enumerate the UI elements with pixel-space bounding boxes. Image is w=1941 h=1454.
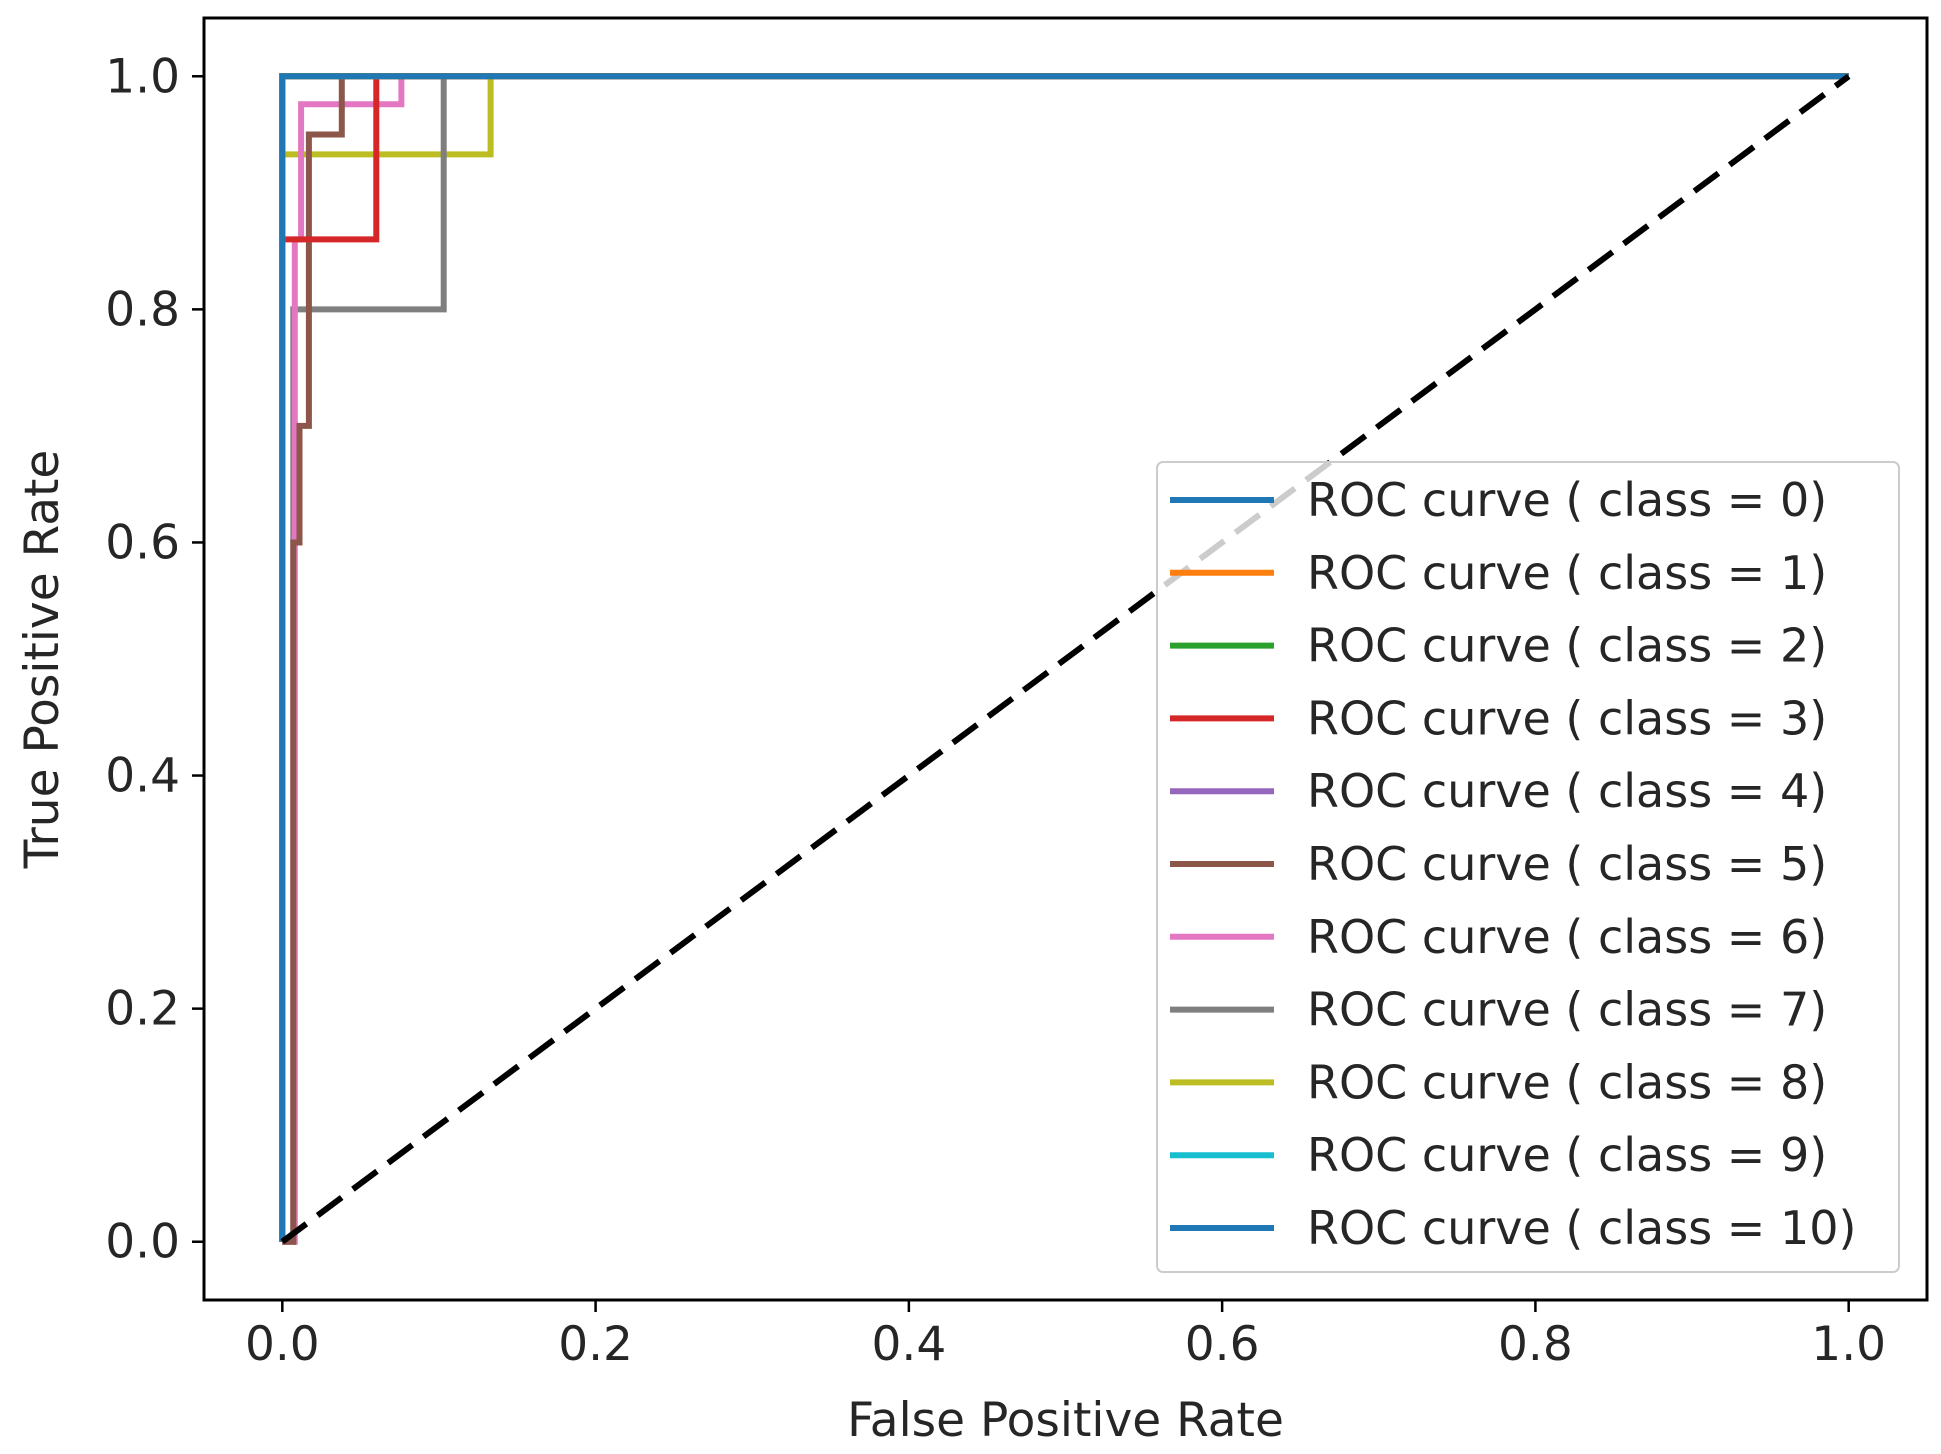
roc-curve-class-5: [282, 73, 1849, 1245]
legend-item: ROC curve ( class = 3): [1170, 691, 1827, 745]
y-tick-label: 0.4: [105, 749, 180, 804]
legend-label: ROC curve ( class = 10): [1307, 1201, 1856, 1255]
chance-diagonal-line: [280, 73, 1851, 1245]
legend-label: ROC curve ( class = 1): [1307, 546, 1827, 600]
legend-label: ROC curve ( class = 0): [1307, 473, 1827, 527]
legend-label: ROC curve ( class = 4): [1307, 764, 1827, 818]
legend-items: ROC curve ( class = 0) ROC curve ( class …: [1170, 473, 1856, 1255]
legend-label: ROC curve ( class = 7): [1307, 983, 1827, 1037]
x-axis-label: False Positive Rate: [847, 1393, 1284, 1448]
legend-label: ROC curve ( class = 3): [1307, 691, 1827, 745]
legend-item: ROC curve ( class = 5): [1170, 837, 1827, 891]
y-tick-label: 0.8: [105, 282, 180, 337]
x-tick-label: 0.8: [1498, 1317, 1573, 1372]
x-tick-label: 0.4: [871, 1317, 946, 1372]
roc-curves: [279, 73, 1851, 1245]
legend-item: ROC curve ( class = 4): [1170, 764, 1827, 818]
y-tick-label: 0.6: [105, 515, 180, 570]
legend-box: [1156, 461, 1900, 1273]
x-tick-label: 1.0: [1811, 1317, 1886, 1372]
y-tick-label: 0.0: [105, 1215, 180, 1270]
roc-curve-class-0: [279, 73, 1849, 1242]
y-axis-label: True Positive Rate: [15, 450, 70, 870]
x-tick-label: 0.2: [558, 1317, 633, 1372]
y-tick-label: 0.2: [105, 982, 180, 1037]
legend-item: ROC curve ( class = 7): [1170, 983, 1827, 1037]
axis-ticks: 0.0 0.2 0.4 0.6 0.8 1.0 0.0 0.2 0.4 0.6 0.8 1.0: [105, 49, 1886, 1372]
x-tick-label: 0.0: [245, 1317, 320, 1372]
legend-item: ROC curve ( class = 10): [1170, 1201, 1856, 1255]
legend-label: ROC curve ( class = 9): [1307, 1128, 1827, 1182]
legend-item: ROC curve ( class = 9): [1170, 1128, 1827, 1182]
legend-label: ROC curve ( class = 8): [1307, 1055, 1827, 1109]
legend-item: ROC curve ( class = 0): [1170, 473, 1827, 527]
legend-item: ROC curve ( class = 8): [1170, 1055, 1827, 1109]
legend-item: ROC curve ( class = 2): [1170, 619, 1827, 673]
legend: ROC curve ( class = 0) ROC curve ( class …: [1156, 461, 1900, 1273]
x-tick-label: 0.6: [1185, 1317, 1260, 1372]
legend-label: ROC curve ( class = 6): [1307, 910, 1827, 964]
legend-item: ROC curve ( class = 1): [1170, 546, 1827, 600]
legend-label: ROC curve ( class = 5): [1307, 837, 1827, 891]
legend-label: ROC curve ( class = 2): [1307, 619, 1827, 673]
legend-item: ROC curve ( class = 6): [1170, 910, 1827, 964]
y-tick-label: 1.0: [105, 49, 180, 104]
